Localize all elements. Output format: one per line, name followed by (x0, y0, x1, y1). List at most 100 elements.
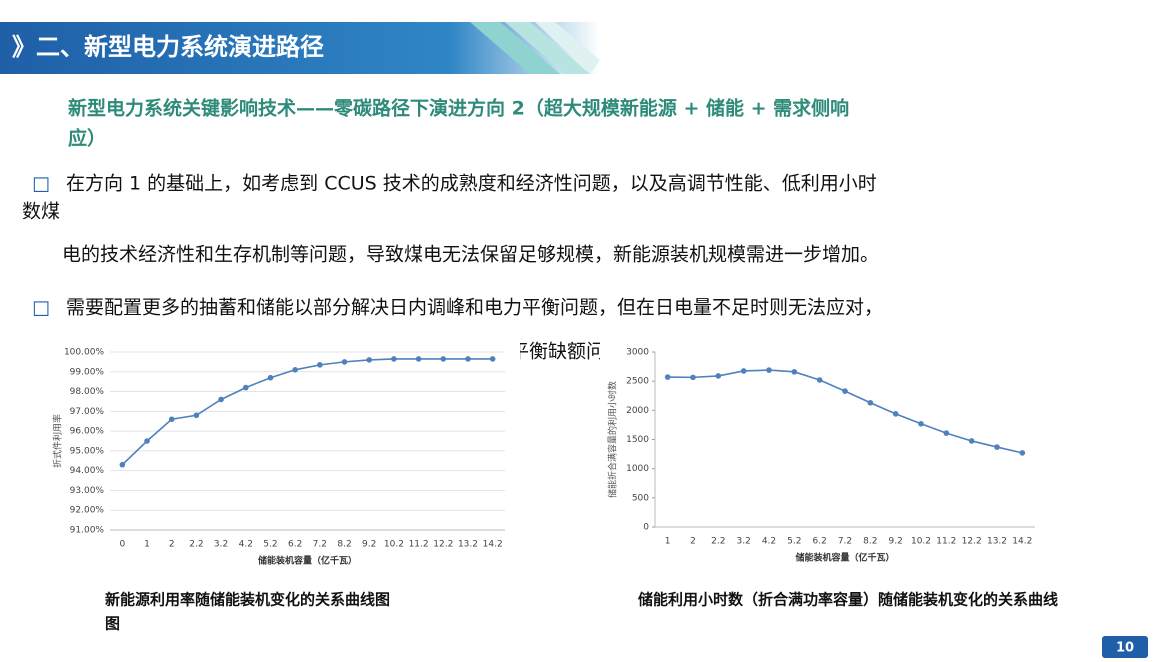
y-tick-label: 92.00% (70, 506, 105, 516)
header-stripes (470, 22, 600, 74)
x-tick-label: 11.2 (936, 537, 956, 547)
x-tick-label: 5.2 (263, 540, 277, 550)
point (664, 374, 671, 380)
x-tick-label: 7.2 (313, 540, 327, 550)
chart-caption: 图 (105, 615, 120, 633)
point (842, 388, 848, 394)
point (465, 356, 471, 362)
point (119, 461, 126, 468)
point (715, 373, 722, 379)
bullet-text: 电的技术经济性和生存机制等问题，导致煤电无法保留足够规模，新能源装机规模需进一步… (62, 244, 879, 266)
x-tick-label: 2 (169, 540, 175, 550)
point (366, 357, 373, 363)
point (740, 368, 747, 374)
x-tick-label: 1 (144, 540, 150, 550)
x-axis-title: 储能装机容量（亿千瓦） (795, 552, 894, 564)
x-tick-label: 12.2 (962, 537, 982, 547)
point (766, 367, 772, 373)
x-tick-label: 9.2 (889, 537, 903, 547)
bullet-marker: □ (32, 173, 50, 195)
point (193, 412, 200, 419)
x-axis-title: 储能装机容量（亿千瓦） (258, 555, 357, 567)
point (867, 399, 874, 406)
point (440, 356, 447, 362)
point (168, 416, 175, 423)
y-tick-label: 0 (643, 523, 649, 533)
x-tick-label: 10.2 (911, 537, 931, 547)
x-tick-label: 14.2 (1012, 537, 1032, 547)
y-tick-label: 91.00% (70, 526, 105, 536)
y-tick-label: 94.00% (70, 466, 105, 476)
x-tick-label: 12.2 (433, 540, 453, 550)
y-tick-label: 500 (632, 493, 649, 503)
point (943, 430, 950, 436)
x-tick-label: 2 (690, 537, 696, 547)
y-tick-label: 2500 (626, 377, 649, 387)
x-tick-label: 6.2 (288, 540, 302, 550)
y-tick-label: 95.00% (70, 446, 105, 456)
x-tick-label: 10.2 (384, 540, 404, 550)
x-tick-label: 4.2 (762, 537, 776, 547)
page-number: 10 (1116, 641, 1134, 656)
point (489, 356, 496, 362)
point (391, 356, 397, 362)
y-tick-label: 93.00% (70, 486, 105, 496)
x-tick-label: 13.2 (458, 540, 478, 550)
chart-bg (50, 340, 520, 590)
point (242, 384, 249, 391)
y-axis-title: 储能折合满容量的利用小时数 (607, 381, 619, 498)
point (1019, 450, 1026, 456)
page-badge (1102, 636, 1148, 658)
bullet-marker: □ (32, 297, 50, 319)
subtitle: 新型电力系统关键影响技术——零碳路径下演进方向 2（超大规模新能源 + 储能 +… (68, 97, 849, 120)
point (218, 396, 224, 403)
bullet-text: 平衡缺额问 (510, 341, 605, 363)
y-tick-label: 97.00% (70, 407, 105, 417)
x-tick-label: 2.2 (189, 540, 203, 550)
point (267, 374, 274, 381)
series-line (121, 358, 493, 466)
y-tick-label: 99.00% (70, 367, 105, 377)
y-tick-label: 96.00% (70, 427, 105, 437)
chart: 0 500 1000 1500 2000 2500 3000 1 2 2.2 3.2 4.2 5.2 6.… (600, 340, 1040, 575)
chart-caption: 新能源利用率随储能装机变化的关系曲线图 (105, 591, 390, 609)
x-tick-label: 0 (119, 540, 125, 550)
charts: 91.00% 92.00% 93.00% 94.00% 95.00% 96.00% 97.0… (50, 340, 1040, 590)
point (892, 411, 899, 417)
x-tick-label: 3.2 (214, 540, 228, 550)
point (918, 420, 924, 427)
point (690, 374, 696, 381)
subtitle: 应） (68, 127, 106, 150)
point (968, 438, 975, 444)
x-tick-label: 5.2 (787, 537, 801, 547)
y-tick-label: 100.00% (64, 348, 104, 358)
x-tick-label: 1 (665, 537, 671, 547)
point (292, 367, 298, 373)
y-tick-label: 98.00% (70, 387, 105, 397)
point (994, 444, 1000, 450)
x-tick-label: 6.2 (813, 537, 827, 547)
x-tick-label: 13.2 (987, 537, 1007, 547)
y-tick-label: 3000 (626, 348, 649, 358)
chart: 91.00% 92.00% 93.00% 94.00% 95.00% 96.00% 97.0… (50, 340, 520, 590)
bullet-text: 需要配置更多的抽蓄和储能以部分解决日内调峰和电力平衡问题，但在日电量不足时则无法… (66, 297, 883, 319)
bullet-text: 在方向 1 的基础上，如考虑到 CCUS 技术的成熟度和经济性问题，以及高调节性… (66, 173, 877, 195)
x-tick-label: 3.2 (737, 537, 751, 547)
y-tick-label: 1500 (626, 435, 649, 445)
point (317, 362, 323, 368)
point (341, 359, 348, 365)
y-axis-title: 折式件利用率 (52, 414, 64, 468)
x-tick-label: 14.2 (483, 540, 503, 550)
bullet-text: 数煤 (22, 201, 60, 223)
x-tick-label: 8.2 (863, 537, 877, 547)
point (415, 356, 422, 362)
point (791, 369, 798, 375)
x-tick-label: 2.2 (711, 537, 725, 547)
x-tick-label: 4.2 (239, 540, 253, 550)
x-tick-label: 11.2 (409, 540, 429, 550)
point (144, 438, 150, 444)
chart-caption: 储能利用小时数（折合满功率容量）随储能装机变化的关系曲线 (638, 591, 1058, 609)
header-title: 》二、新型电力系统演进路径 (12, 33, 324, 61)
point (816, 377, 823, 383)
